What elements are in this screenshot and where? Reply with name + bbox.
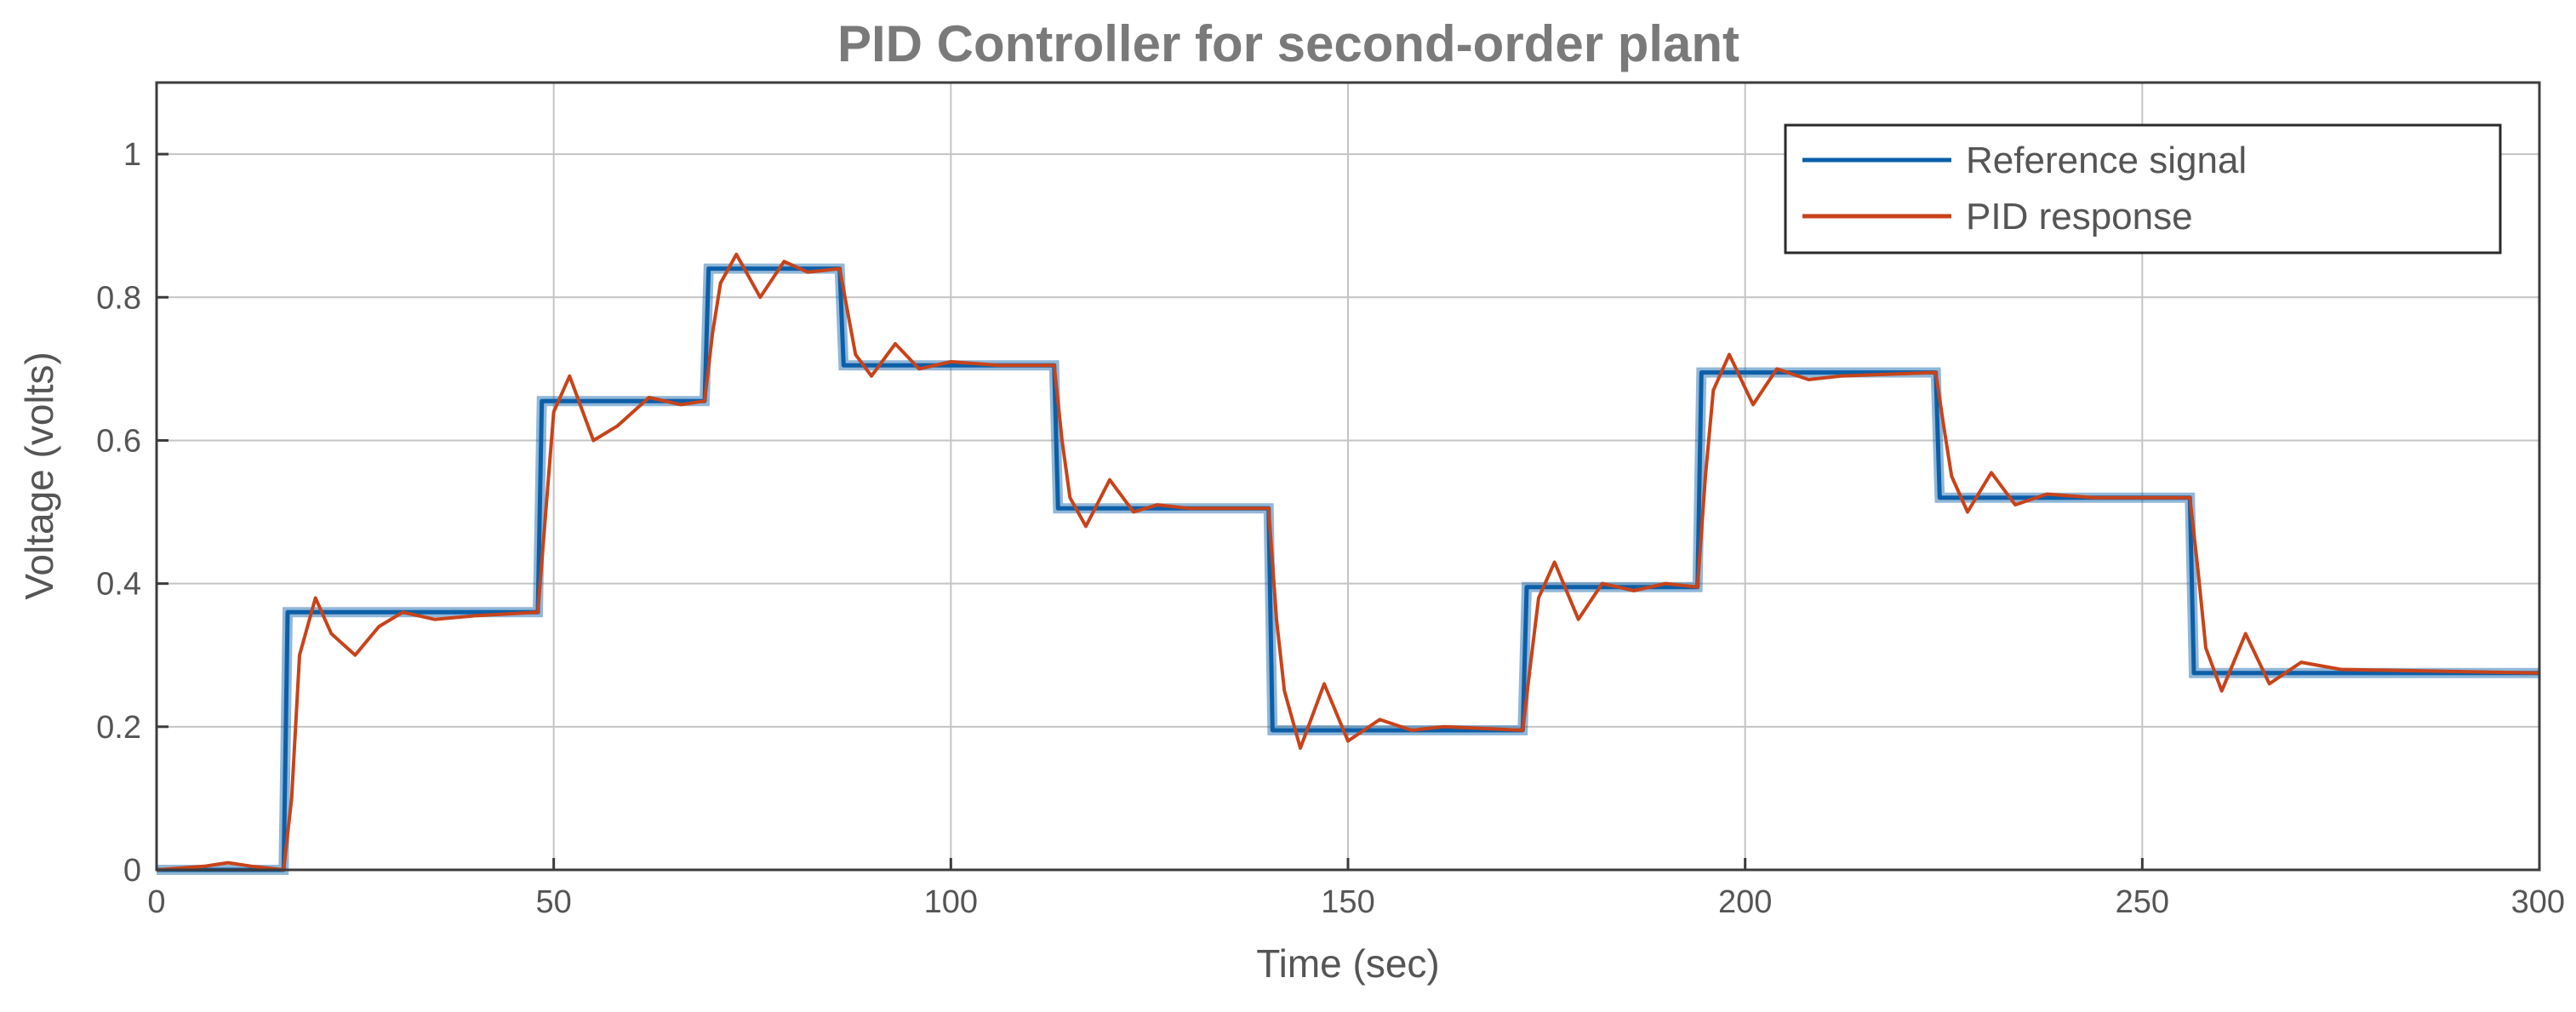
legend-label-pid-response: PID response [1966, 196, 2193, 237]
x-tick-label: 200 [1718, 884, 1772, 920]
x-tick-label: 150 [1321, 884, 1374, 920]
legend: Reference signal PID response [1784, 123, 2502, 254]
plot-frame [155, 81, 2541, 872]
series-layer [156, 252, 2540, 875]
legend-label-reference-signal: Reference signal [1966, 140, 2247, 181]
x-tick-label: 50 [536, 884, 572, 920]
y-tick-label: 0 [123, 853, 141, 889]
grid [156, 83, 2540, 871]
y-ticks: 0 0.2 0.4 0.6 0.8 1 [96, 137, 168, 889]
y-tick-label: 0.4 [96, 567, 141, 603]
y-tick-label: 1 [123, 137, 141, 173]
x-tick-label: 300 [2511, 884, 2565, 920]
x-tick-label: 250 [2116, 884, 2169, 920]
x-tick-label: 100 [924, 884, 978, 920]
y-tick-label: 0.2 [96, 710, 141, 746]
series-line-pid-response [156, 252, 2540, 872]
x-axis-label: Time (sec) [1256, 941, 1440, 986]
x-tick-label: 0 [147, 884, 165, 920]
y-tick-label: 0.6 [96, 423, 141, 459]
legend-box [1784, 123, 2502, 254]
series-line-reference-signal [157, 266, 2539, 872]
y-axis-label: Voltage (volts) [17, 352, 61, 599]
y-tick-label: 0.8 [96, 280, 141, 316]
chart-title: PID Controller for second-order plant [837, 15, 1739, 72]
